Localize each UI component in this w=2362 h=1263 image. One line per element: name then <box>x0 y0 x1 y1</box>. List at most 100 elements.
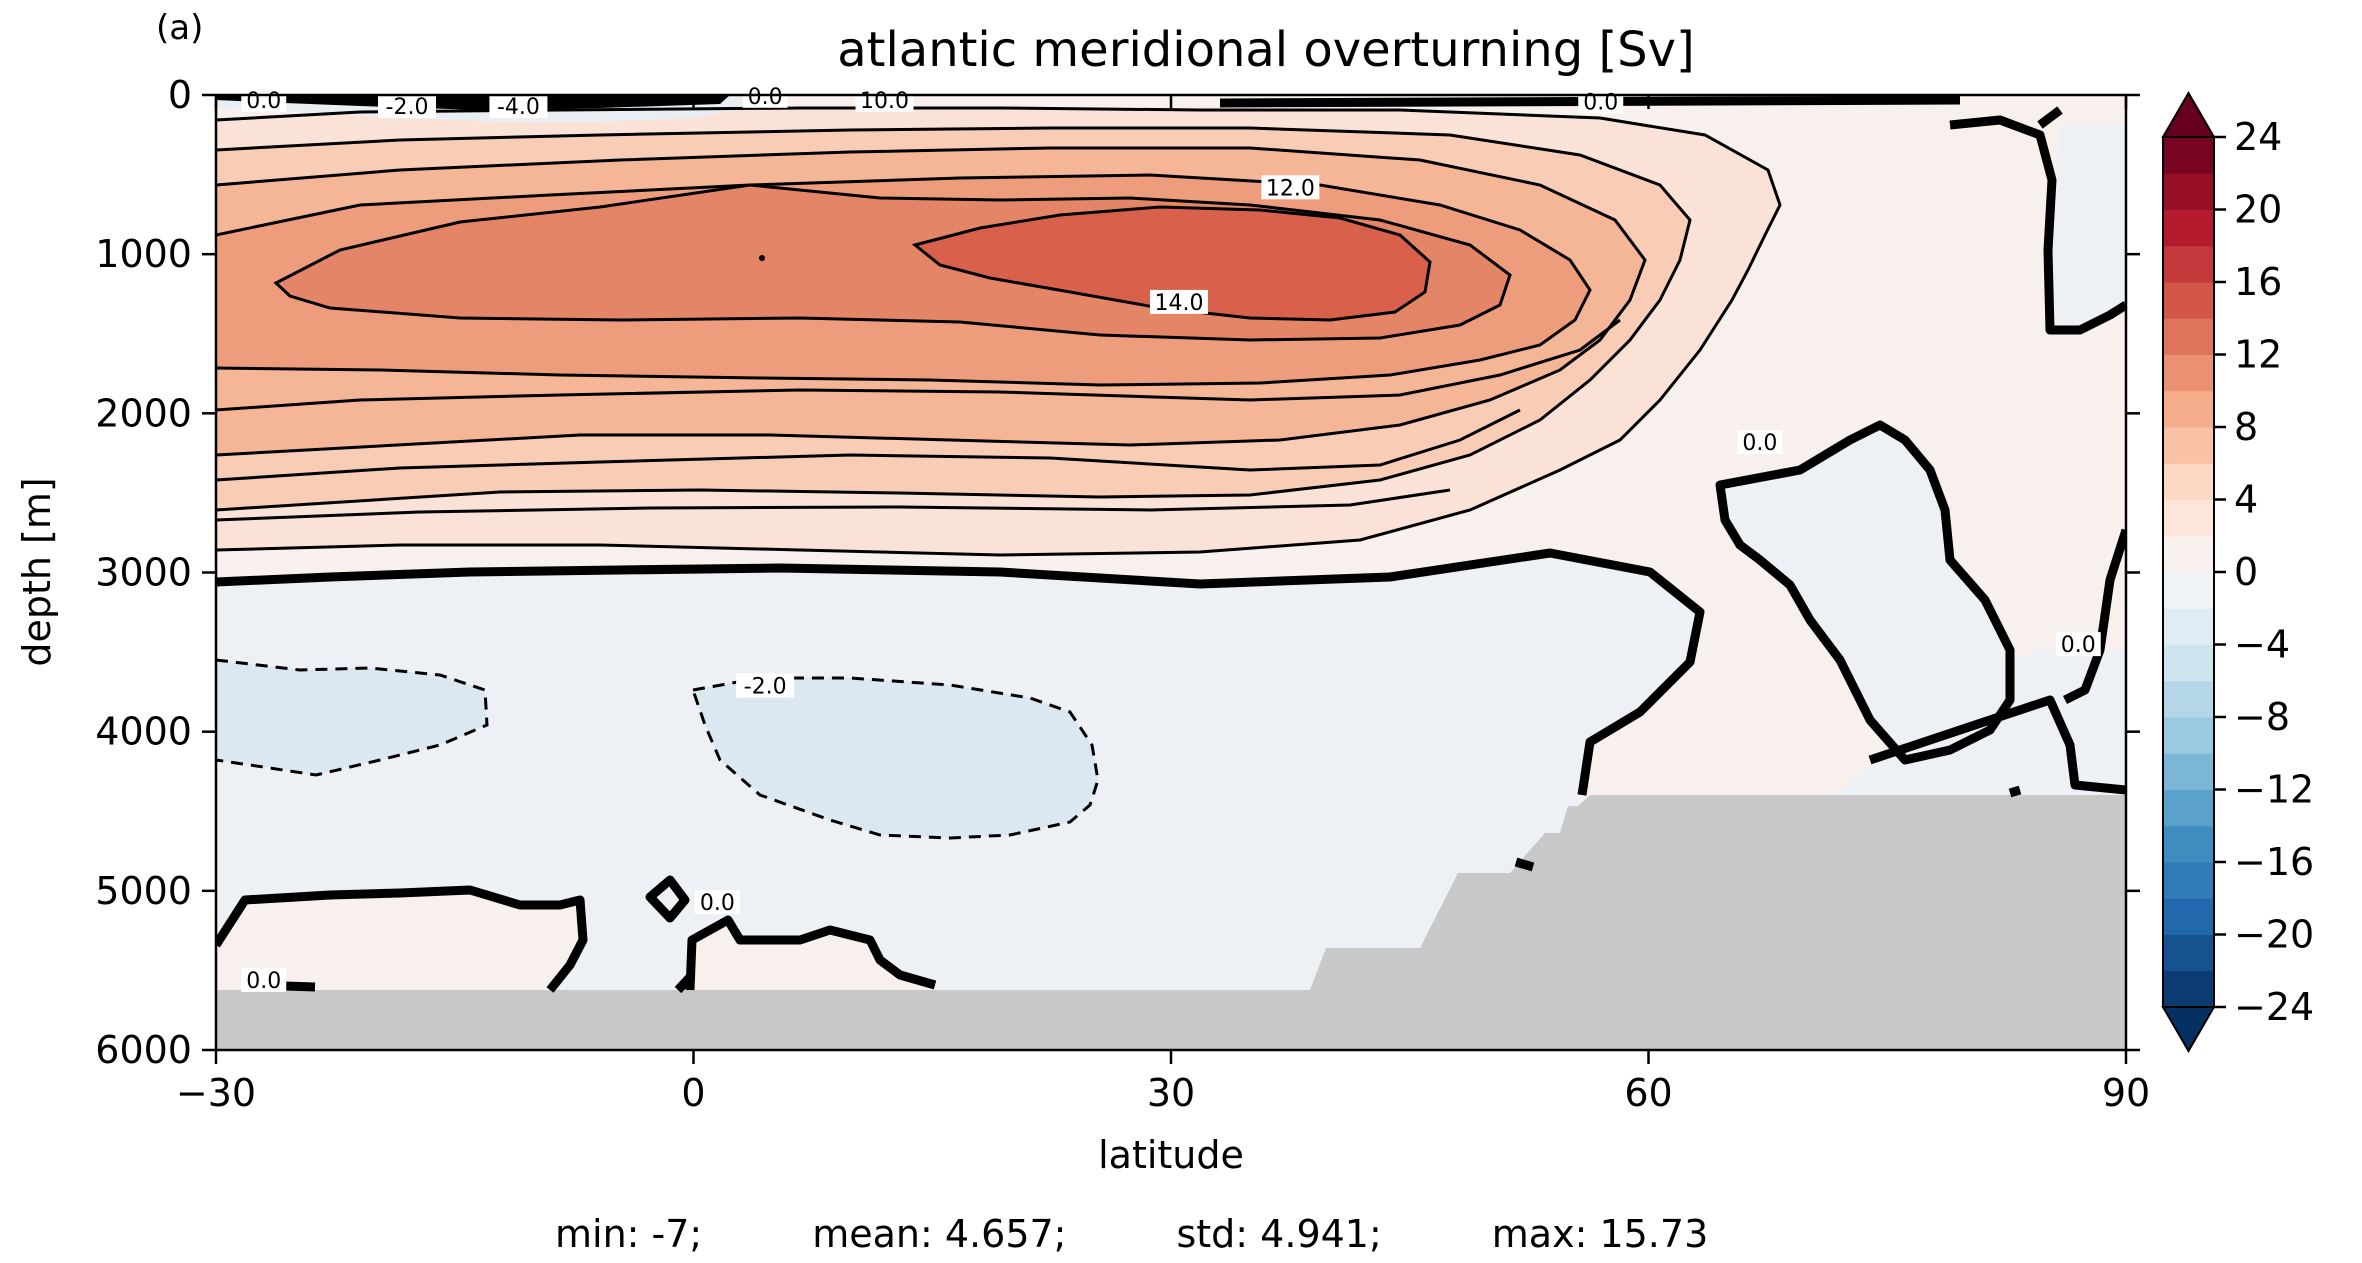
colorbar-level <box>2163 898 2214 935</box>
contour-labels: 0.0 -2.0 -4.0 0.0 10.0 0.0 12.0 14.0 0.0 -2.0 0.0 0… <box>241 83 2101 994</box>
colorbar-tick-label: −24 <box>2234 985 2314 1029</box>
colorbar-level <box>2163 825 2214 863</box>
colorbar-tick-label: −12 <box>2234 768 2314 812</box>
contour-label-bg <box>855 87 914 112</box>
y-tick-label: 4000 <box>95 710 192 754</box>
y-tick-label: 3000 <box>95 551 192 595</box>
colorbar-level <box>2163 173 2214 210</box>
contour-label-bg <box>2055 632 2101 657</box>
stat-mean: mean: 4.657; <box>812 1212 1067 1256</box>
stat-std: std: 4.941; <box>1176 1212 1382 1256</box>
colorbar-level <box>2163 753 2214 790</box>
x-axis: −30 0 30 60 90 <box>176 95 2150 1115</box>
contour-label-bg <box>241 967 287 992</box>
contour-label-bg <box>489 94 548 119</box>
contour-label-bg <box>1737 429 1783 454</box>
colorbar-tick-label: 4 <box>2234 478 2258 522</box>
colorbar-tick-label: 0 <box>2234 550 2258 594</box>
contour-label-bg <box>1261 175 1320 200</box>
colorbar-extend-min <box>2161 1006 2216 1053</box>
contour-label: 12.0 <box>1266 176 1315 201</box>
colorbar-level <box>2163 354 2214 392</box>
x-tick-label: 0 <box>681 1071 705 1115</box>
y-axis-label: depth [m] <box>15 477 59 666</box>
positive-band-12 <box>915 207 1430 320</box>
x-axis-label: latitude <box>1098 1133 1244 1177</box>
surface-contour-band <box>216 95 730 110</box>
contour-label: -4.0 <box>497 95 540 120</box>
x-tick-label: 90 <box>2102 1071 2150 1115</box>
colorbar-level <box>2163 427 2214 464</box>
colorbar-tick-label: −16 <box>2234 840 2314 884</box>
negative-band-0 <box>216 550 2126 990</box>
colorbar-tick-label: 12 <box>2234 333 2282 377</box>
x-tick-label: 30 <box>1147 1071 1195 1115</box>
colorbar-level <box>2163 934 2214 972</box>
colorbar-tick-label: 16 <box>2234 260 2282 304</box>
contour-label-bg <box>378 94 436 119</box>
colorbar-level <box>2163 717 2214 754</box>
colorbar-level <box>2163 789 2214 827</box>
y-tick-label: 6000 <box>95 1028 192 1072</box>
contour-label: 14.0 <box>1154 291 1203 316</box>
colorbar-extend-max <box>2161 91 2216 138</box>
colorbar-tick-label: 24 <box>2234 115 2282 159</box>
contour-field <box>216 95 2126 1050</box>
colorbar-level <box>2163 318 2214 355</box>
contour-lines <box>216 106 1782 557</box>
colorbar-tick-label: −20 <box>2234 913 2314 957</box>
contour-label: 0.0 <box>246 969 281 994</box>
y-tick-label: 1000 <box>95 232 192 276</box>
contour-label: 0.0 <box>748 85 783 110</box>
contour-label: 0.0 <box>1742 431 1777 456</box>
contour-label: -2.0 <box>386 95 429 120</box>
colorbar-level <box>2163 535 2214 573</box>
colorbar-level <box>2163 644 2214 682</box>
colorbar-level <box>2163 282 2214 319</box>
bottom-positive-a <box>216 890 583 990</box>
chart-title: atlantic meridional overturning [Sv] <box>837 22 1695 78</box>
negative-band-2b <box>693 678 1098 838</box>
colorbar-level <box>2163 245 2214 283</box>
x-tick-label: 60 <box>1624 1071 1672 1115</box>
colorbar-level <box>2163 862 2214 899</box>
arctic-surface-negative <box>2048 125 2126 330</box>
contour-label-bg <box>241 87 287 112</box>
colorbar: 24 20 16 12 8 4 0 −4 −8 −12 −16 −20 −24 <box>2161 91 2314 1053</box>
colorbar-level <box>2163 499 2214 537</box>
colorbar-level <box>2163 680 2214 718</box>
point-dot <box>759 255 765 261</box>
contour-label-bg <box>1578 89 1624 114</box>
y-tick-label: 2000 <box>95 391 192 435</box>
contour-label-bg <box>736 673 795 698</box>
colorbar-level <box>2163 463 2214 500</box>
y-axis: 0 1000 2000 3000 4000 5000 6000 <box>95 73 2140 1072</box>
colorbar-tick-label: −8 <box>2234 695 2290 739</box>
negative-band-2a <box>216 660 487 775</box>
contour-label: 0.0 <box>246 89 281 114</box>
contour-label: 0.0 <box>700 891 735 916</box>
colorbar-level <box>2163 608 2214 645</box>
y-tick-label: 5000 <box>95 869 192 913</box>
deep-arctic-negative <box>1720 425 2010 760</box>
contour-label-bg <box>694 889 740 914</box>
stat-min: min: -7; <box>555 1212 703 1256</box>
colorbar-level <box>2163 970 2214 1008</box>
contour-label-bg <box>1149 289 1208 314</box>
stats-bar: min: -7; mean: 4.657; std: 4.941; max: 15.7… <box>555 1212 1708 1256</box>
colorbar-tick-label: 20 <box>2234 188 2282 232</box>
topography-mask <box>216 795 2126 1050</box>
colorbar-level <box>2163 390 2214 428</box>
x-tick-label: −30 <box>176 1071 256 1115</box>
colorbar-level <box>2163 572 2214 609</box>
contour-label: 0.0 <box>2061 633 2096 658</box>
contour-label: 10.0 <box>860 89 909 114</box>
y-tick-label: 0 <box>168 73 192 117</box>
negative-contour-lines <box>216 658 1100 840</box>
colorbar-tick-label: 8 <box>2234 405 2258 449</box>
colorbar-level <box>2163 137 2214 174</box>
panel-label: (a) <box>156 8 204 48</box>
stat-max: max: 15.73 <box>1491 1212 1709 1256</box>
colorbar-level <box>2163 209 2214 247</box>
